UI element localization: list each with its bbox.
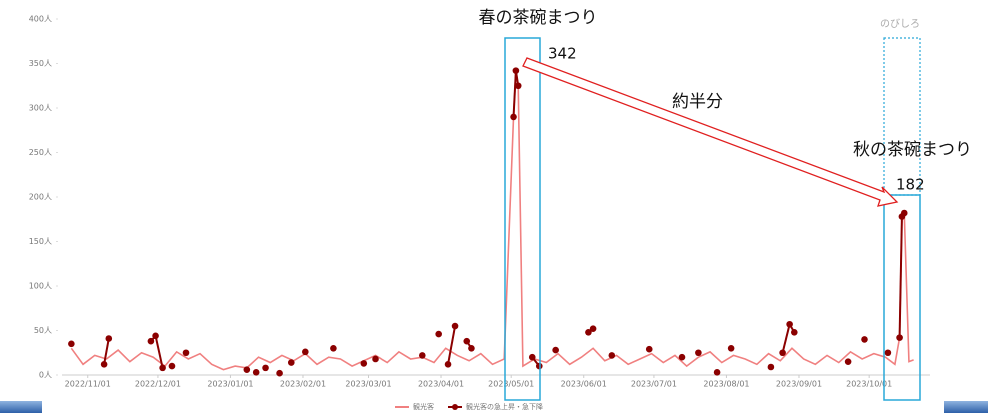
spike-point — [182, 349, 190, 357]
spike-point — [767, 363, 775, 371]
spike-point — [372, 355, 379, 363]
x-tick-label: 2023/05/01 — [488, 380, 534, 389]
spike-point — [168, 362, 176, 370]
spike-point — [419, 352, 426, 359]
spike-point — [844, 358, 852, 365]
legend-label: 観光客 — [413, 402, 434, 411]
spike-point — [786, 320, 793, 328]
legend-swatch — [452, 404, 458, 410]
spike-point — [287, 359, 295, 366]
spike-point — [727, 345, 735, 352]
spike-point — [68, 340, 75, 348]
spike-segment — [898, 216, 903, 338]
y-tick-label: 300人 — [29, 104, 52, 113]
spike-point — [896, 334, 903, 341]
y-tick-label: 50人 — [34, 326, 52, 335]
decor-bar — [0, 401, 42, 413]
spike-point — [900, 209, 908, 217]
potential-box — [883, 37, 921, 196]
x-tick-label: 2023/10/01 — [846, 380, 892, 389]
y-tick-label: 100人 — [29, 282, 52, 291]
spike-point — [510, 113, 517, 121]
spike-point — [695, 349, 702, 357]
x-tick-label: 2023/02/01 — [280, 380, 326, 389]
spike-point — [463, 337, 471, 345]
spike-point — [713, 369, 721, 376]
spike-point — [468, 345, 475, 352]
spike-segment — [154, 335, 164, 369]
legend-label: 観光客の急上昇・急下降 — [466, 402, 543, 411]
spike-point — [159, 364, 166, 372]
annotation: 秋の茶碗まつり — [853, 140, 972, 160]
x-tick-label: 2023/03/01 — [345, 380, 391, 389]
spike-point — [585, 328, 592, 336]
x-tick-label: 2023/09/01 — [776, 380, 822, 389]
spike-point — [262, 364, 269, 372]
spike-point — [861, 336, 868, 343]
spike-point — [252, 369, 260, 376]
spike-point — [678, 353, 686, 361]
spike-point — [528, 353, 536, 361]
decor-bar — [944, 401, 988, 413]
x-tick-label: 2023/01/01 — [207, 380, 253, 389]
spike-point — [360, 360, 368, 367]
y-tick-label: 200人 — [29, 193, 52, 202]
spike-point — [100, 361, 108, 368]
spike-point — [779, 349, 786, 357]
spike-point — [302, 348, 309, 356]
y-tick-label: 400人 — [29, 15, 52, 24]
annotation: のびしろ — [880, 18, 920, 30]
y-tick-label: 250人 — [29, 148, 52, 157]
spike-point — [608, 352, 616, 359]
x-tick-label: 2022/11/01 — [65, 380, 111, 389]
highlight-box — [504, 37, 541, 401]
x-tick-label: 2023/07/01 — [631, 380, 677, 389]
x-tick-label: 2023/06/01 — [561, 380, 607, 389]
spike-point — [589, 325, 597, 333]
spike-point — [451, 322, 459, 330]
legend: 観光客 観光客の急上昇・急下降 — [395, 402, 543, 411]
spike-segment — [512, 70, 517, 117]
spike-segment — [781, 324, 791, 353]
spike-segment — [103, 338, 110, 365]
x-tick-label: 2023/08/01 — [703, 380, 749, 389]
spike-point — [330, 345, 337, 352]
arrow — [522, 57, 899, 207]
spike-point — [791, 328, 798, 336]
annotation: 約半分 — [672, 92, 723, 112]
spike-point — [645, 345, 653, 353]
spike-point — [512, 67, 520, 74]
spike-point — [884, 349, 892, 357]
spike-segment — [447, 325, 457, 365]
spike-point — [152, 332, 159, 340]
spike-point — [105, 335, 113, 342]
x-tick-label: 2022/12/01 — [135, 380, 181, 389]
spike-point — [514, 82, 522, 90]
spike-point — [552, 346, 559, 354]
spike-point — [147, 337, 155, 345]
annotation: 春の茶碗まつり — [479, 8, 598, 28]
annotation: 182 — [896, 176, 925, 194]
plot: 0人 50人 100人 150人 200人 250人 300人 350人 400人 2022/11… — [29, 15, 930, 389]
x-tick-label: 2023/04/01 — [418, 380, 464, 389]
highlight-box — [883, 194, 921, 401]
spike-point — [243, 366, 251, 373]
y-tick-label: 150人 — [29, 237, 52, 246]
annotation: 342 — [548, 45, 577, 63]
spike-point — [435, 330, 442, 338]
y-tick-label: 350人 — [29, 59, 52, 68]
spike-point — [444, 361, 452, 368]
spike-point — [276, 369, 283, 377]
y-tick-label: 0人 — [39, 371, 52, 380]
